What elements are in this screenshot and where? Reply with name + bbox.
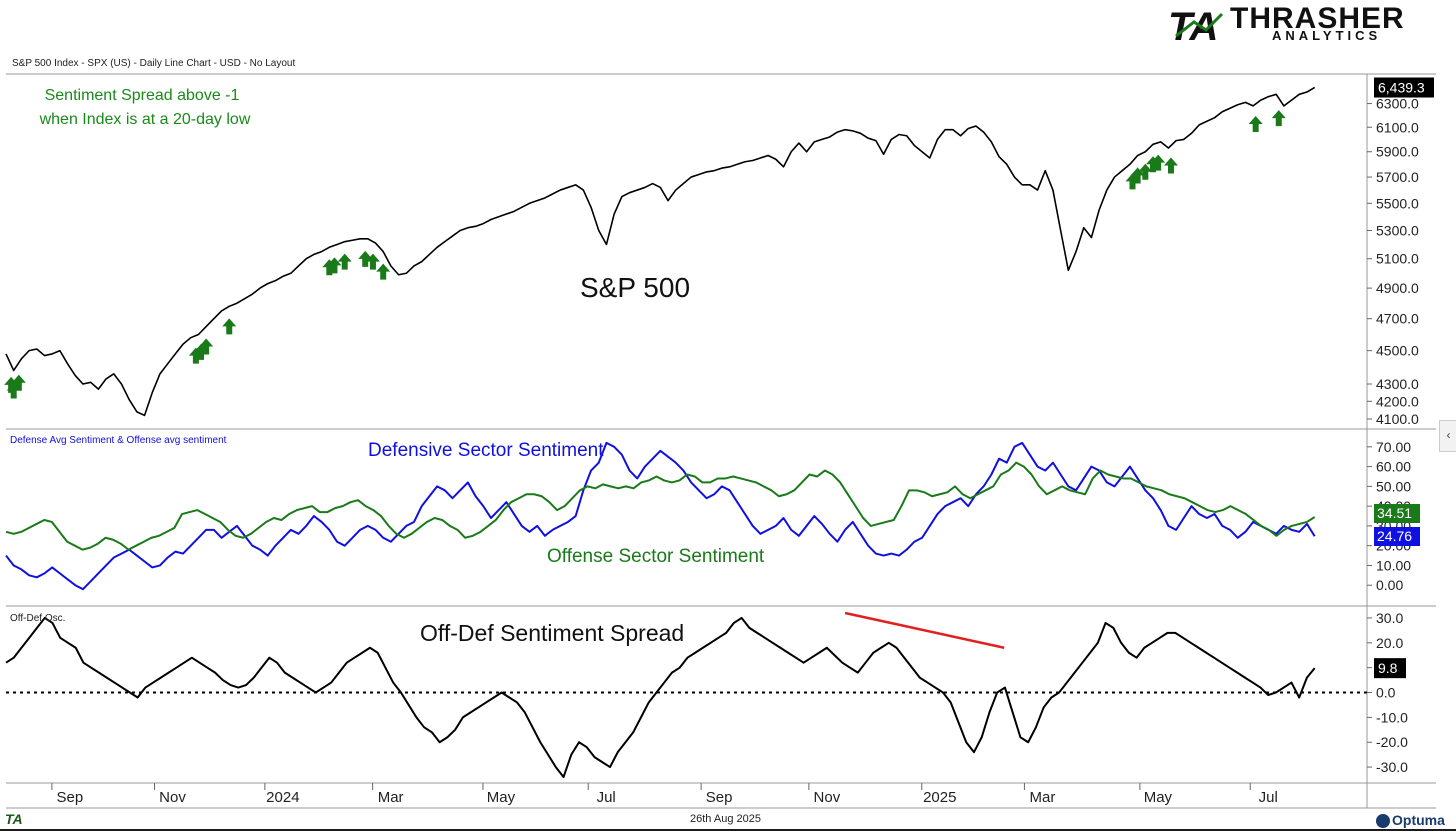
x-tick-label: Jul: [597, 789, 616, 806]
offense-series-label: Offense Sector Sentiment: [547, 546, 765, 567]
y-tick-label: 4200.0: [1376, 393, 1419, 409]
chart-header: S&P 500 Index - SPX (US) - Daily Line Ch…: [12, 58, 296, 69]
x-tick-label: 2024: [266, 789, 299, 806]
logo-trend-icon: [1175, 12, 1224, 38]
collapse-panel-button[interactable]: ‹: [1439, 420, 1456, 452]
y-tick-label: 70.00: [1376, 439, 1411, 455]
x-tick-label: May: [487, 789, 516, 806]
y-tick-label: 60.00: [1376, 459, 1411, 475]
signal-arrow-icon: [337, 253, 352, 270]
y-tick-label: 5900.0: [1376, 144, 1419, 160]
x-tick-label: Mar: [378, 789, 404, 806]
y-tick-label: 10.00: [1376, 557, 1411, 573]
signal-arrow-icon: [358, 250, 373, 267]
x-tick-label: Nov: [814, 789, 841, 806]
y-tick-label: 5700.0: [1376, 169, 1419, 185]
y-tick-label: -30.0: [1376, 759, 1408, 775]
spx-title: S&P 500: [580, 272, 690, 303]
spx-last-value-label: 6,439.3: [1378, 80, 1425, 96]
spread-last-value-tag: [1374, 658, 1406, 679]
y-tick-label: 6300.0: [1376, 96, 1419, 112]
defense-last-value-label: 24.76: [1377, 528, 1412, 544]
y-tick-label: -10.0: [1376, 709, 1408, 725]
defense-sentiment-line: [5, 441, 1316, 591]
signal-arrow-icon: [11, 374, 26, 391]
y-tick-label: 5300.0: [1376, 222, 1419, 238]
spread-panel-label: Off-Def Osc.: [10, 613, 65, 624]
signal-arrow-icon: [4, 376, 19, 393]
x-tick-label: Sep: [57, 789, 84, 806]
defense-last-value-tag: [1374, 527, 1420, 546]
signal-arrow-icon: [1138, 163, 1153, 180]
x-tick-label: Nov: [159, 789, 186, 806]
x-tick-label: Mar: [1029, 789, 1055, 806]
x-tick-label: Sep: [706, 789, 733, 806]
defensive-series-label: Defensive Sector Sentiment: [368, 440, 604, 461]
y-tick-label: 30.0: [1376, 610, 1403, 626]
y-tick-label: 6100.0: [1376, 119, 1419, 135]
brand-logo: THRASHER: [1230, 2, 1405, 35]
y-tick-label: 4500.0: [1376, 343, 1419, 359]
spx-last-value-tag: [1374, 77, 1434, 98]
x-tick-label: Jul: [1259, 789, 1278, 806]
offense-last-value-label: 34.51: [1377, 505, 1412, 521]
signal-arrow-icon: [1248, 115, 1263, 132]
spread-last-value-label: 9.8: [1378, 660, 1398, 676]
y-tick-label: 0.00: [1376, 577, 1403, 593]
y-tick-label: 0.0: [1376, 685, 1396, 701]
signal-arrow-icon: [199, 338, 214, 355]
offense-last-value-tag: [1374, 504, 1420, 523]
annotation-line-2: when Index is at a 20-day low: [39, 111, 251, 128]
y-tick-label: 20.0: [1376, 635, 1403, 651]
signal-arrow-icon: [222, 318, 237, 335]
spread-line: [5, 616, 1316, 779]
annotation-line-1: Sentiment Spread above -1: [45, 87, 240, 104]
x-tick-label: May: [1144, 789, 1173, 806]
signal-arrow-icon: [365, 253, 380, 270]
y-tick-label: 4900.0: [1376, 280, 1419, 296]
spread-trendline: [844, 611, 1005, 649]
sentiment-panel-label: Defense Avg Sentiment & Offense avg sent…: [10, 435, 227, 446]
signal-arrow-icon: [1151, 154, 1166, 171]
optuma-brand: Optuma: [1392, 812, 1445, 828]
y-tick-label: 50.00: [1376, 478, 1411, 494]
y-tick-label: 4700.0: [1376, 311, 1419, 327]
y-tick-label: -20.0: [1376, 734, 1408, 750]
y-tick-label: 4100.0: [1376, 411, 1419, 427]
offense-sentiment-line: [5, 461, 1316, 551]
footer-logo-mark: TA: [5, 811, 23, 827]
footer-date: 26th Aug 2025: [690, 813, 761, 825]
signal-arrow-icon: [1271, 110, 1286, 127]
spread-title: Off-Def Sentiment Spread: [420, 620, 684, 646]
brand-subtitle: ANALYTICS: [1272, 28, 1382, 43]
y-tick-label: 5500.0: [1376, 195, 1419, 211]
x-tick-label: 2025: [923, 789, 956, 806]
signal-arrow-icon: [1163, 157, 1178, 174]
y-tick-label: 4300.0: [1376, 376, 1419, 392]
optuma-icon: [1376, 814, 1390, 828]
spx-price-line: [5, 86, 1316, 417]
signal-arrow-icon: [376, 263, 391, 280]
y-tick-label: 5100.0: [1376, 251, 1419, 267]
